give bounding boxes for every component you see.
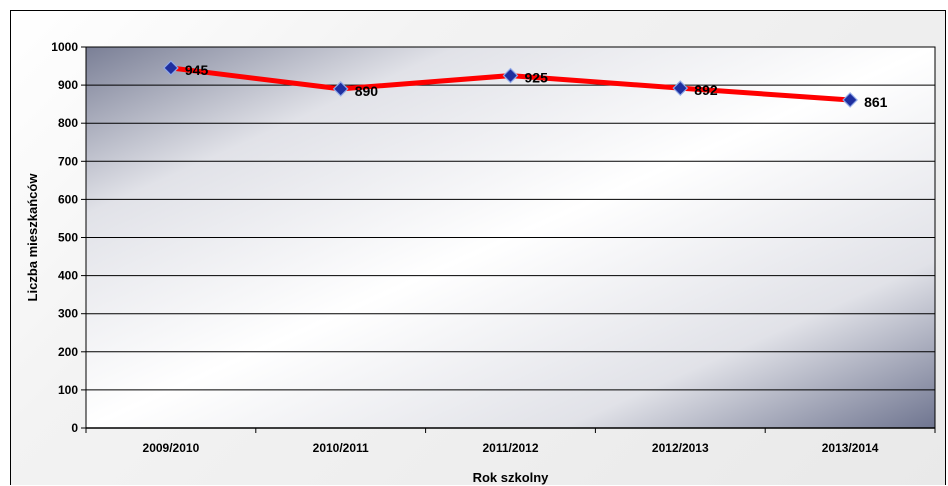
data-point-marker [502,67,519,84]
data-label: 892 [694,82,718,98]
x-tick-label: 2012/2013 [652,441,709,455]
y-tick-label: 200 [58,345,78,359]
y-tick-label: 100 [58,383,78,397]
y-tick-label: 0 [71,421,78,435]
data-point-marker [332,81,349,97]
y-axis-title: Liczba mieszkańców [25,173,40,302]
data-point-marker [163,60,179,76]
y-tick-label: 700 [58,154,78,168]
y-tick-label: 900 [58,78,78,92]
y-tick-labels: 0 100 200 300 400 500 600 700 800 900 1000 [51,40,78,435]
series-markers [163,60,858,108]
chart-frame: 0 100 200 300 400 500 600 700 800 900 1000 2009/20… [10,10,946,485]
data-label: 861 [864,94,888,110]
line-chart: 0 100 200 300 400 500 600 700 800 900 1000 2009/20… [25,40,936,485]
gridlines [86,46,935,391]
y-tick-label: 600 [58,192,78,206]
x-tick-label: 2011/2012 [482,441,538,455]
y-tick-label: 300 [58,307,78,321]
x-tick-label: 2009/2010 [143,441,200,455]
data-labels: 945 890 925 892 861 [185,62,888,110]
y-tick-label: 800 [58,116,78,130]
data-point-marker [672,80,689,96]
axes [81,46,936,433]
data-point-marker [842,92,858,108]
data-label: 925 [525,70,549,86]
y-tick-label: 1000 [51,40,78,54]
x-tick-labels: 2009/2010 2010/2011 2011/2012 2012/2013 2013… [143,441,879,455]
y-tick-label: 500 [58,231,78,245]
x-axis-title: Rok szkolny [473,470,550,485]
x-tick-label: 2010/2011 [313,441,369,455]
y-tick-label: 400 [58,269,78,283]
data-label: 890 [355,83,379,99]
data-label: 945 [185,62,209,78]
x-tick-label: 2013/2014 [822,441,879,455]
